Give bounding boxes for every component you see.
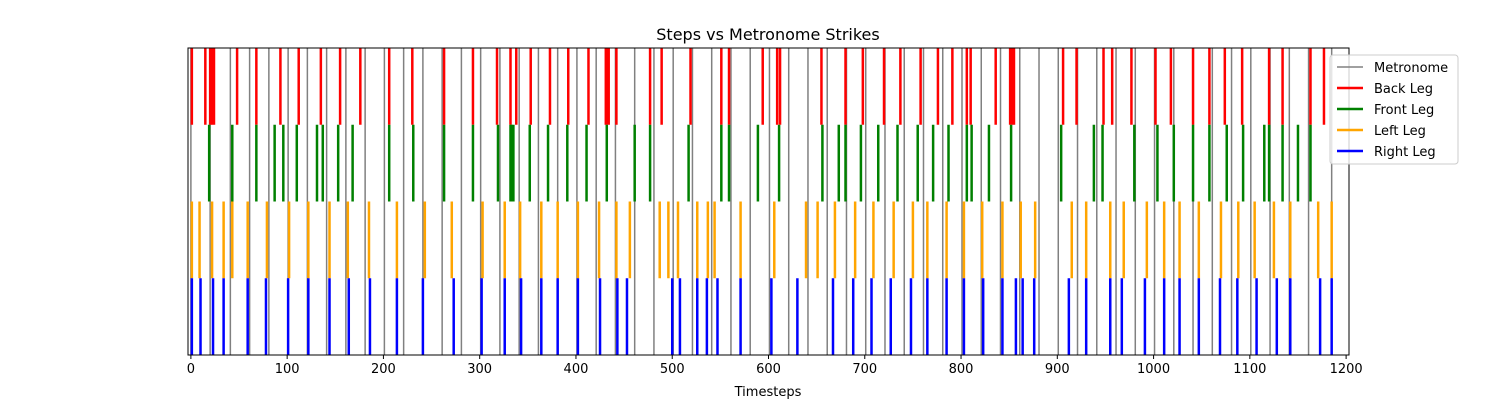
event-lines xyxy=(190,48,1333,355)
x-tick-label: 300 xyxy=(467,362,492,377)
x-tick-label: 900 xyxy=(1045,362,1070,377)
legend-box xyxy=(1329,54,1459,165)
legend-label: Right Leg xyxy=(1374,145,1436,160)
x-tick-label: 200 xyxy=(371,362,396,377)
x-tick-label: 800 xyxy=(949,362,974,377)
x-tick-label: 1200 xyxy=(1330,362,1363,377)
series-right-leg xyxy=(190,278,1333,355)
x-tick-label: 700 xyxy=(852,362,877,377)
series-left-leg xyxy=(190,201,1333,279)
x-tick-label: 1000 xyxy=(1137,362,1170,377)
x-axis: 0 100 200 300 400 500 600 700 800 900 1000 1100 1200 xyxy=(187,355,1363,377)
legend-label: Left Leg xyxy=(1374,124,1426,139)
series-front-leg xyxy=(207,124,1312,202)
legend-label: Front Leg xyxy=(1374,103,1434,118)
x-tick-label: 500 xyxy=(660,362,685,377)
chart-title: Steps vs Metronome Strikes xyxy=(656,25,879,44)
x-tick-label: 100 xyxy=(275,362,300,377)
x-tick-label: 1100 xyxy=(1233,362,1266,377)
x-tick-label: 600 xyxy=(756,362,781,377)
legend-label: Back Leg xyxy=(1374,82,1433,97)
legend-label: Metronome xyxy=(1374,61,1448,76)
x-axis-label: Timesteps xyxy=(734,385,802,400)
series-back-leg xyxy=(190,48,1326,125)
x-tick-label: 400 xyxy=(564,362,589,377)
x-tick-label: 0 xyxy=(187,362,195,377)
legend: Metronome Back Leg Front Leg Left Leg Right … xyxy=(1329,54,1459,165)
